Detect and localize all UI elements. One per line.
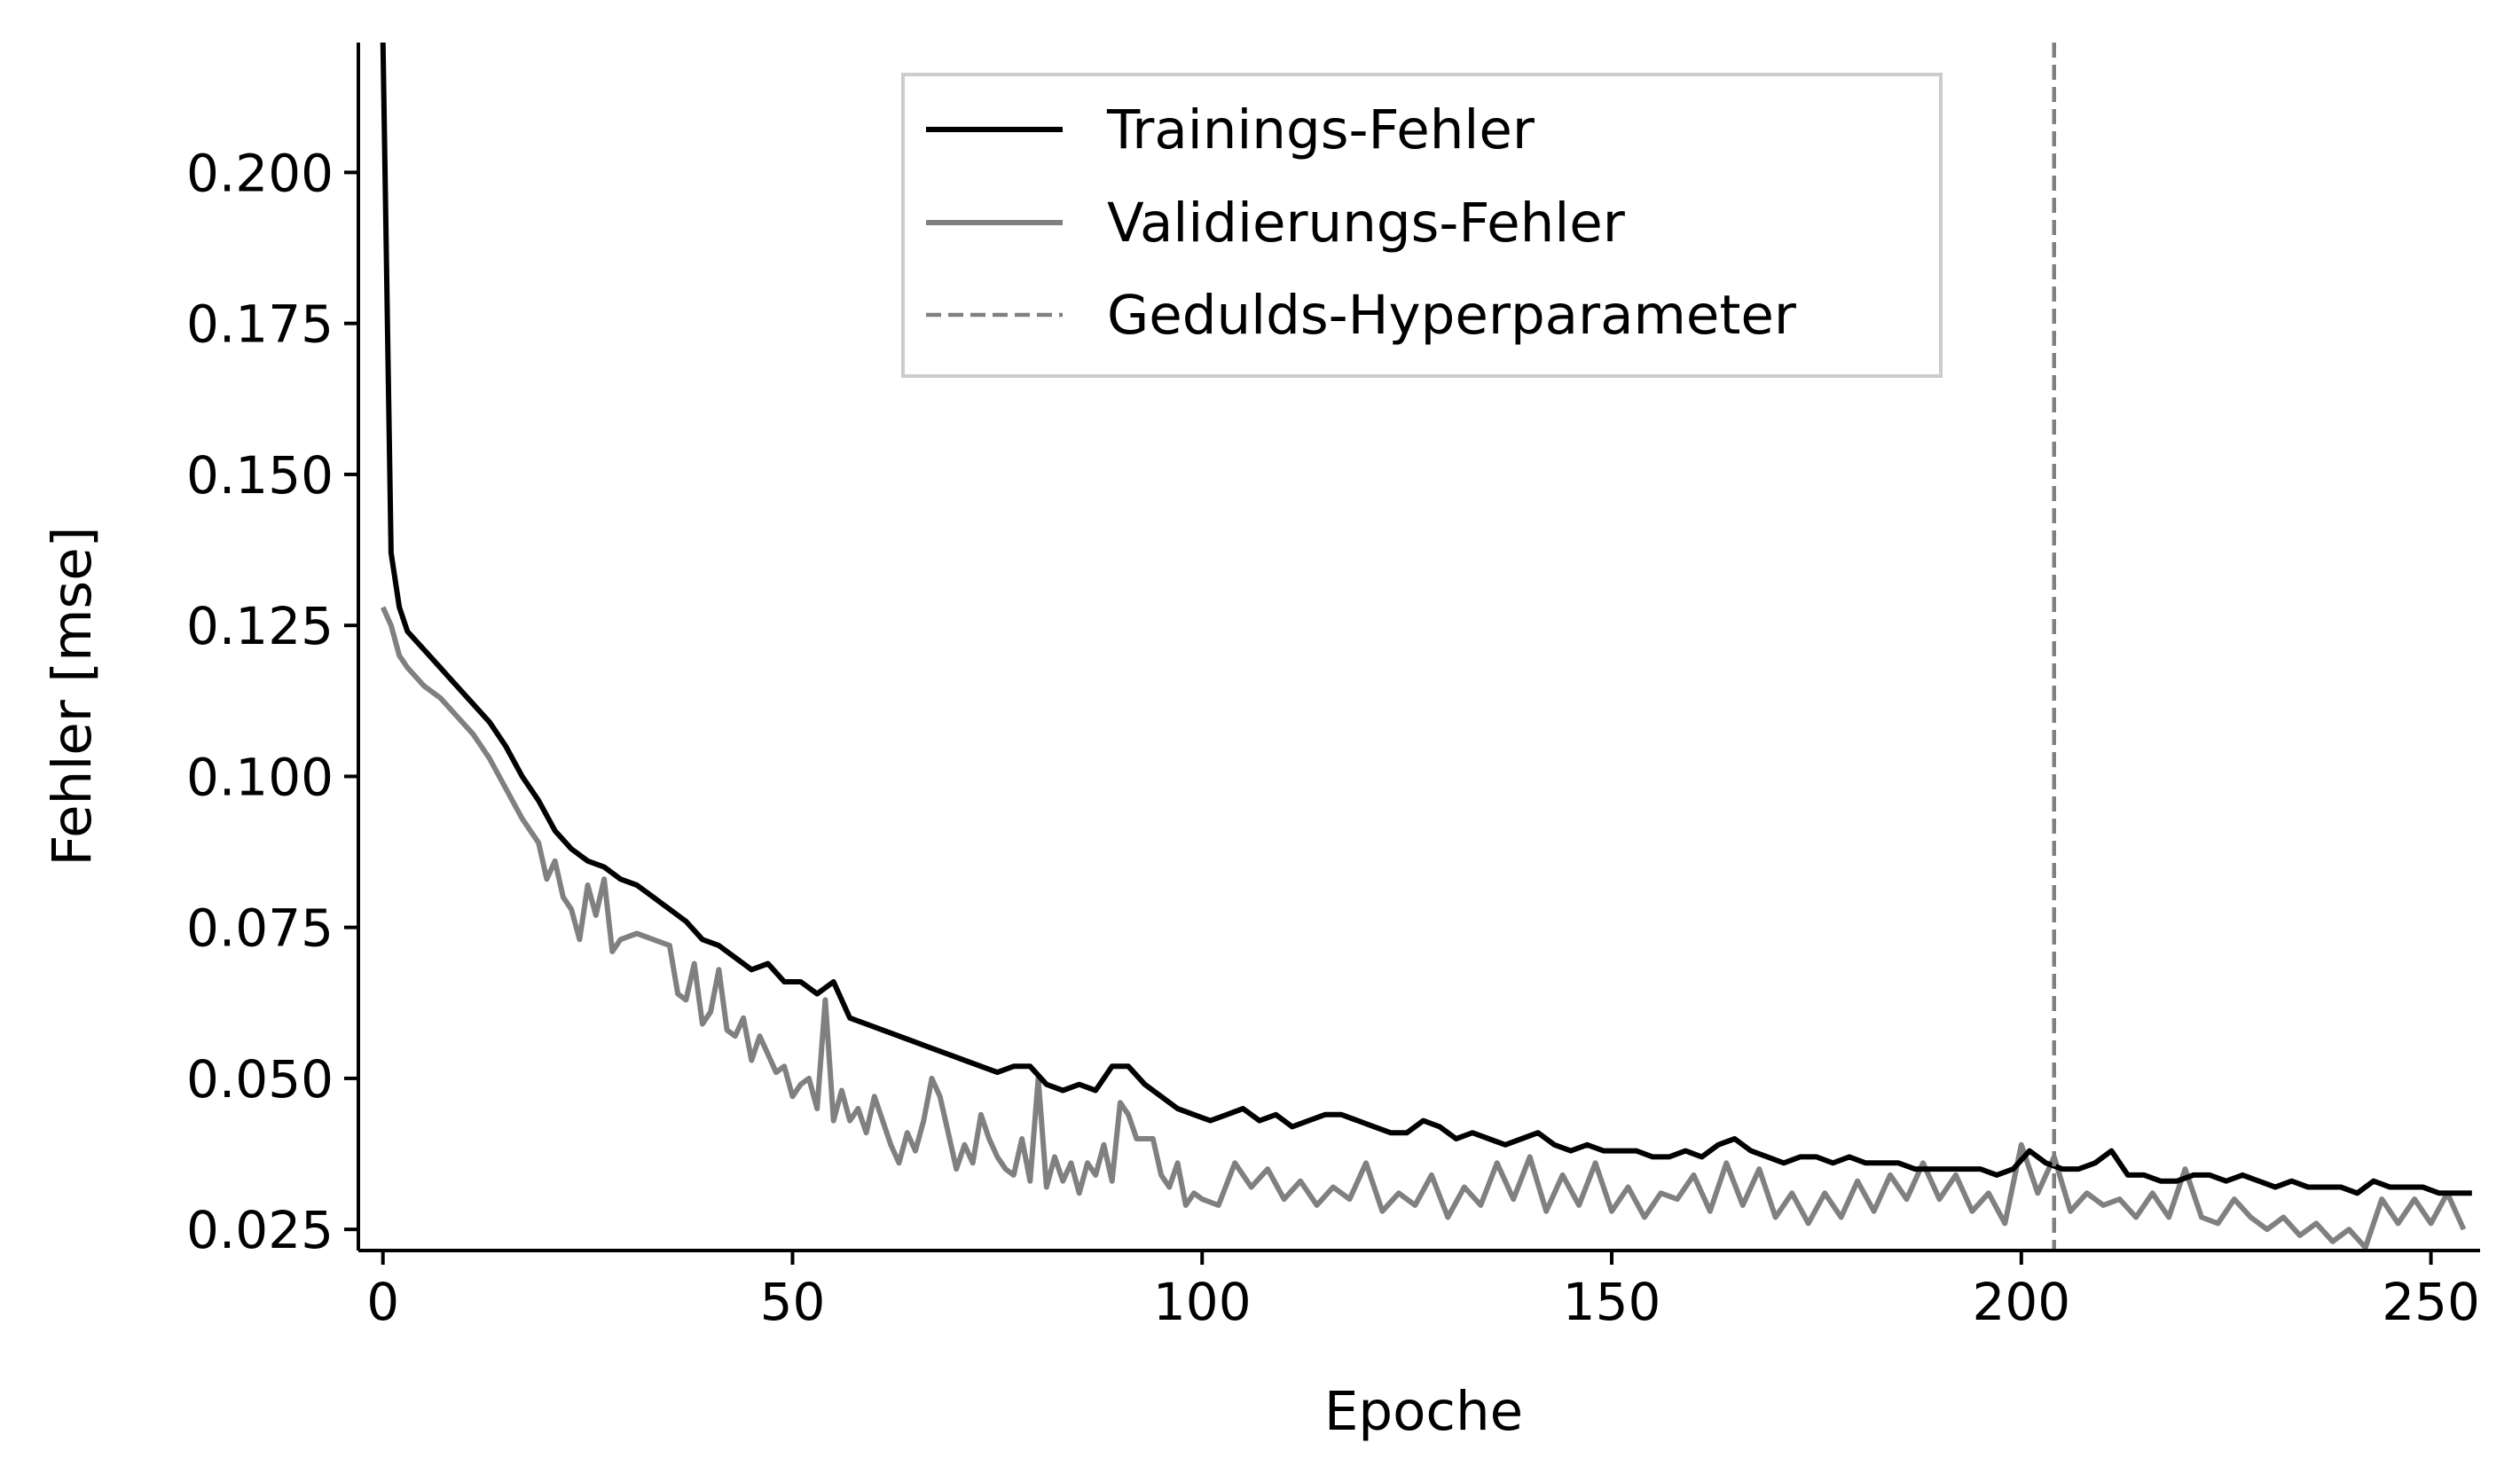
y-tick-label: 0.100 [186,747,334,807]
x-ticks: 0 50 100 150 200 250 [366,1251,2480,1332]
y-axis-label: Fehler [mse] [41,526,104,866]
y-tick-label: 0.025 [186,1200,334,1260]
x-tick-label: 150 [1563,1272,1661,1332]
legend-label-trainings-fehler: Trainings-Fehler [1106,98,1535,161]
plot-lines [380,43,2472,1251]
x-tick-label: 50 [760,1272,826,1332]
x-axis-label: Epoche [1324,1380,1523,1443]
y-tick-label: 0.150 [186,445,334,506]
y-tick-label: 0.075 [186,898,334,959]
legend: Trainings-Fehler Validierungs-Fehler Ged… [901,73,1943,378]
series-validierungs-fehler-line [380,606,2467,1251]
legend-label-gedulds-hyperparameter: Gedulds-Hyperparameter [1107,284,1797,347]
x-tick-label: 0 [366,1272,399,1332]
series-trainings-fehler-line [380,43,2472,1196]
x-tick-label: 250 [2382,1272,2480,1332]
y-tick-label: 0.175 [186,294,334,355]
y-tick-label: 0.125 [186,596,334,656]
y-tick-label: 0.200 [186,143,334,203]
y-tick-label: 0.050 [186,1049,334,1110]
legend-frame [901,73,1943,378]
axes [357,43,2480,1252]
y-ticks: 0.025 0.050 0.075 0.100 0.125 0.150 0.175 0.200 [186,143,358,1260]
x-tick-label: 200 [1972,1272,2070,1332]
x-tick-label: 100 [1153,1272,1252,1332]
legend-label-validierungs-fehler: Validierungs-Fehler [1107,192,1626,255]
